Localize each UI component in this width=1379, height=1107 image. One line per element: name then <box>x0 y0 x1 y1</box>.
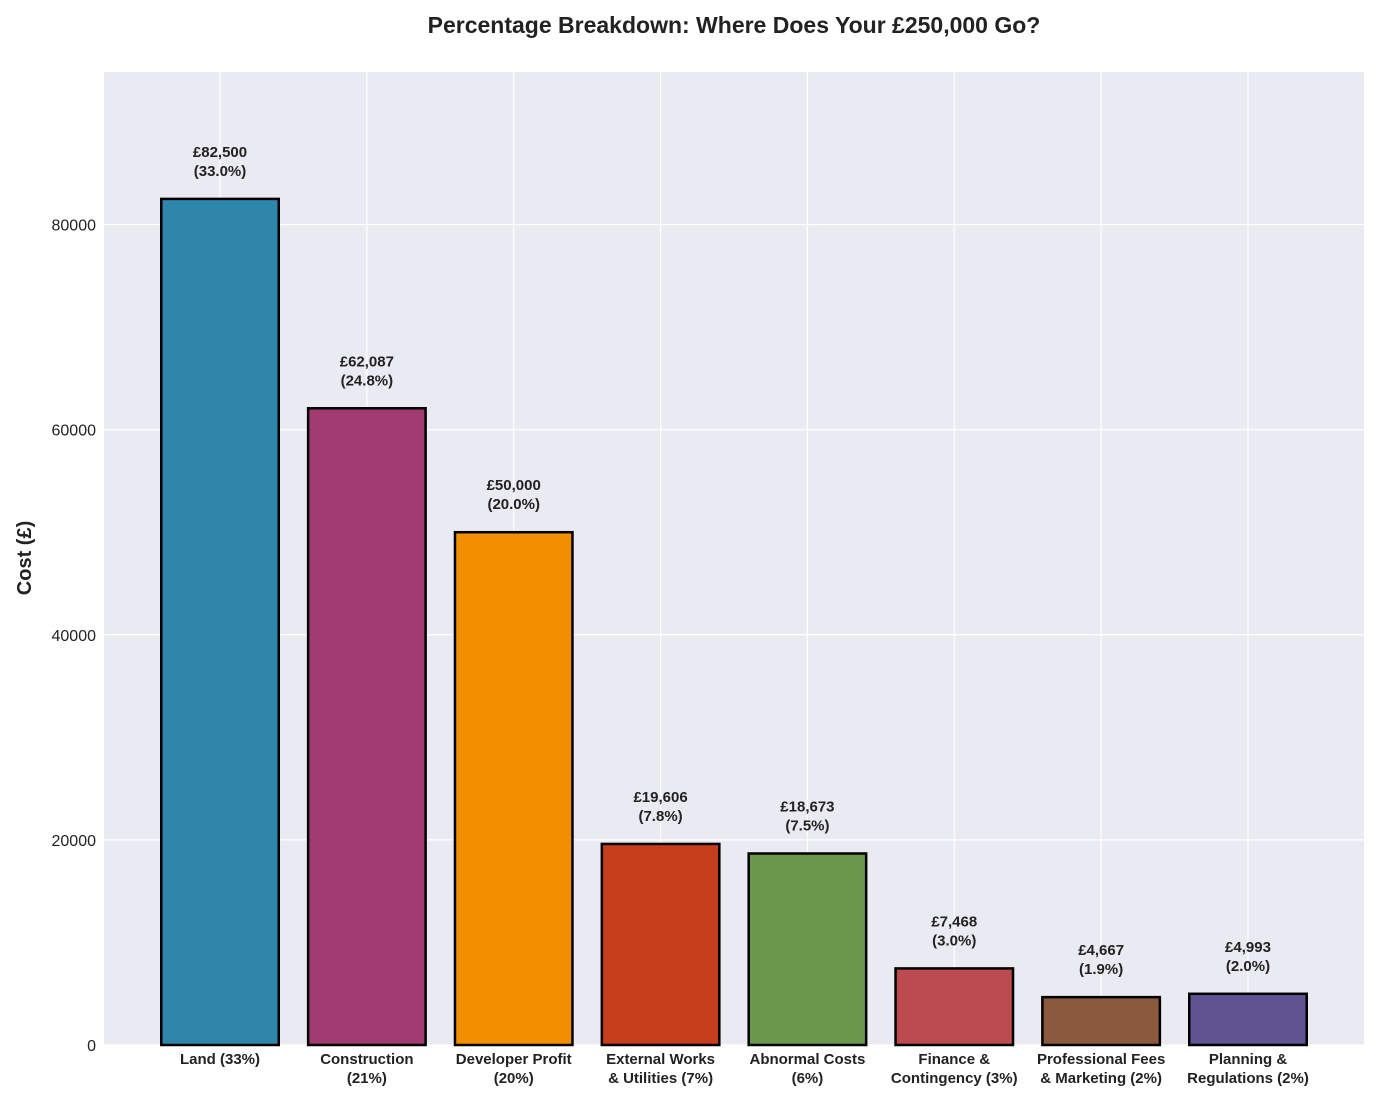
y-tick-label: 60000 <box>52 423 97 440</box>
bar <box>306 407 427 1047</box>
data-label-value: £19,606 <box>633 789 687 806</box>
y-tick-label: 80000 <box>52 218 97 235</box>
x-tick-label: (6%) <box>792 1070 824 1087</box>
bar <box>894 967 1015 1047</box>
x-tick-label: (20%) <box>494 1070 534 1087</box>
data-label-value: £7,468 <box>931 913 977 930</box>
bar <box>453 530 574 1047</box>
data-label-percent: (3.0%) <box>932 932 976 949</box>
x-tick-label: (21%) <box>347 1070 387 1087</box>
plot-background <box>104 72 1364 1045</box>
x-tick-label: & Utilities (7%) <box>608 1070 713 1087</box>
y-axis-label: Cost (£) <box>14 521 36 595</box>
x-tick-label: Contingency (3%) <box>891 1070 1018 1087</box>
data-label-percent: (20.0%) <box>487 496 540 513</box>
chart-title: Percentage Breakdown: Where Does Your £2… <box>428 12 1041 38</box>
data-label-value: £18,673 <box>780 798 834 815</box>
bar <box>747 852 868 1047</box>
x-tick-label: Finance & <box>918 1051 990 1068</box>
bar <box>160 197 281 1047</box>
data-label-value: £4,993 <box>1225 939 1271 956</box>
x-tick-label: Land (33%) <box>180 1051 260 1068</box>
x-tick-label: Construction <box>320 1051 413 1068</box>
data-label-percent: (7.8%) <box>638 808 682 825</box>
x-tick-label: & Marketing (2%) <box>1040 1070 1162 1087</box>
data-label-percent: (7.5%) <box>785 817 829 834</box>
x-tick-label: Abnormal Costs <box>749 1051 865 1068</box>
x-tick-label: Planning & <box>1209 1051 1288 1068</box>
y-tick-label: 20000 <box>52 833 97 850</box>
data-label-percent: (1.9%) <box>1079 961 1123 978</box>
data-label-percent: (24.8%) <box>341 372 394 389</box>
y-tick-label: 40000 <box>52 628 97 645</box>
data-label-value: £50,000 <box>487 477 541 494</box>
bar <box>1041 995 1162 1047</box>
bar <box>600 842 721 1047</box>
bar <box>1187 992 1308 1047</box>
x-tick-label: External Works <box>606 1051 715 1068</box>
x-tick-label: Developer Profit <box>456 1051 572 1068</box>
data-label-value: £62,087 <box>340 353 394 370</box>
x-tick-label: Professional Fees <box>1037 1051 1165 1068</box>
x-tick-label: Regulations (2%) <box>1187 1070 1309 1087</box>
data-label-value: £82,500 <box>193 144 247 161</box>
data-label-percent: (33.0%) <box>194 163 247 180</box>
y-tick-label: 0 <box>87 1038 96 1055</box>
data-label-percent: (2.0%) <box>1226 958 1270 975</box>
data-label-value: £4,667 <box>1078 942 1124 959</box>
